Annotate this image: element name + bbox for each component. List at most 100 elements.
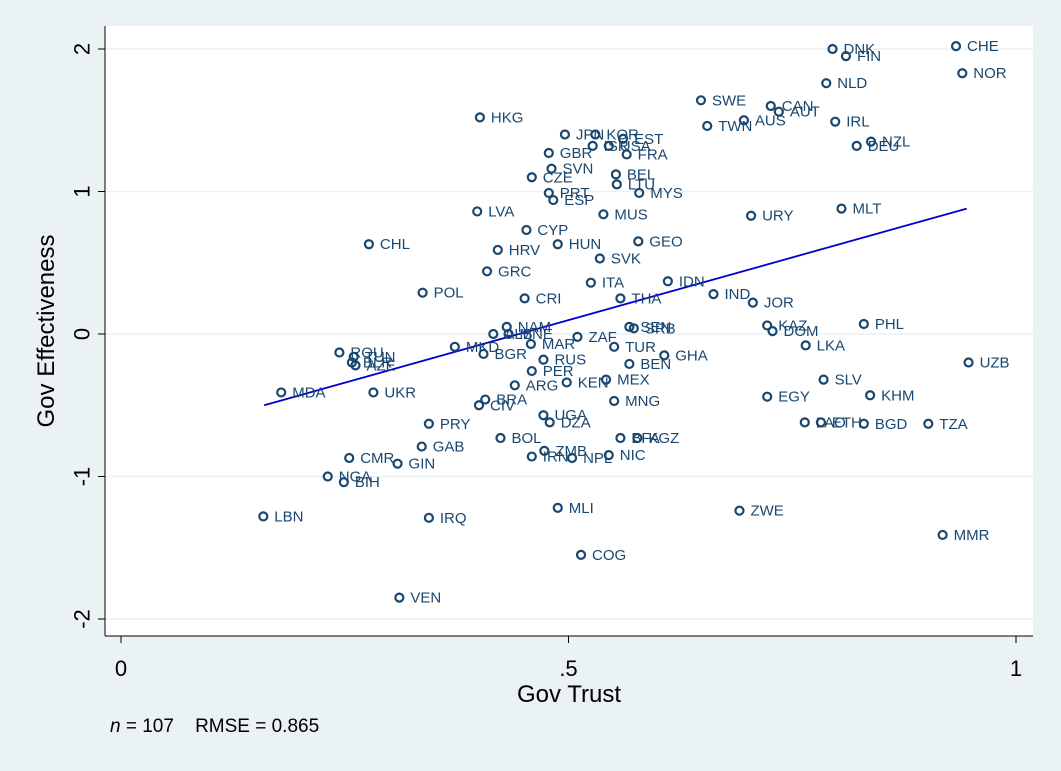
data-point-aus <box>738 115 750 126</box>
data-point-ven <box>394 592 405 603</box>
point-label-mli: MLI <box>569 500 594 517</box>
data-point-bgr <box>478 348 489 360</box>
data-point-ltu <box>611 179 622 190</box>
point-label-cog: COG <box>592 547 626 564</box>
footnote-n-value: = 107 <box>120 716 174 737</box>
data-point-cze <box>526 172 537 183</box>
point-label-est: EST <box>634 131 663 148</box>
data-point-bel <box>610 169 622 180</box>
y-axis-title: Gov Effectiveness <box>33 235 60 428</box>
data-point-irl <box>830 116 841 127</box>
point-label-lka: LKA <box>817 337 845 354</box>
point-label-alb: ALB <box>504 326 532 343</box>
point-label-egy: EGY <box>778 389 810 406</box>
point-label-twn: TWN <box>718 118 752 135</box>
point-label-geo: GEO <box>649 233 682 250</box>
y-tick-label: -1 <box>70 467 95 487</box>
data-point-alb <box>488 328 499 340</box>
data-point-gbr <box>543 147 554 159</box>
fit-line <box>263 207 968 407</box>
data-point-fra <box>621 149 632 160</box>
data-point-cri <box>519 293 530 304</box>
point-label-ury: URY <box>762 208 793 225</box>
data-point-bra <box>480 394 491 405</box>
data-point-npl <box>566 452 578 464</box>
point-label-gin: GIN <box>409 456 436 473</box>
data-point-aut <box>773 106 784 117</box>
data-point-tur <box>609 341 620 352</box>
x-axis-title: Gov Trust <box>517 681 621 708</box>
data-point-isr <box>587 140 598 151</box>
point-label-phl: PHL <box>875 316 904 333</box>
point-label-bra: BRA <box>496 392 527 409</box>
data-point-zmb <box>539 445 550 456</box>
data-point-prt <box>543 187 554 199</box>
point-label-uzb: UZB <box>980 355 1010 372</box>
point-label-srb: SRB <box>645 320 676 337</box>
point-label-irn: IRN <box>543 449 569 466</box>
data-point-srb <box>628 323 639 334</box>
point-label-prt: PRT <box>560 185 590 202</box>
point-label-mar: MAR <box>542 336 576 353</box>
data-point-mda <box>276 387 287 398</box>
point-label-fra: FRA <box>638 146 668 163</box>
y-tick-label: -2 <box>70 609 95 629</box>
point-label-jor: JOR <box>764 295 794 312</box>
data-point-twn <box>702 120 713 132</box>
data-point-grc <box>481 266 493 277</box>
point-label-nic: NIC <box>620 447 646 464</box>
point-label-aze: AZE <box>366 357 395 374</box>
point-label-dnk: DNK <box>844 41 876 58</box>
data-point-gin <box>392 458 403 469</box>
point-label-npl: NPL <box>583 450 612 467</box>
data-point-ind <box>708 289 719 300</box>
data-point-aze <box>350 360 361 371</box>
data-point-mmr <box>937 529 948 541</box>
data-point-gha <box>659 350 670 361</box>
plot-area <box>105 26 1033 636</box>
axes: -2 -1 0 1 2 0 .5 1 <box>70 26 1033 681</box>
point-label-zwe: ZWE <box>750 503 783 520</box>
point-label-hkg: HKG <box>491 109 524 126</box>
point-label-kaz: KAZ <box>778 317 807 334</box>
point-label-hrv: HRV <box>509 242 540 259</box>
data-point-mar <box>525 338 537 350</box>
point-label-uga: UGA <box>554 407 587 424</box>
point-label-deu: DEU <box>868 138 900 155</box>
data-point-lbn <box>258 511 269 522</box>
point-label-nor: NOR <box>973 65 1007 82</box>
point-label-bfa: BFA <box>631 430 659 447</box>
data-point-mli <box>552 502 563 513</box>
point-label-hun: HUN <box>569 236 602 253</box>
point-label-ind: IND <box>724 286 750 303</box>
point-label-cze: CZE <box>543 169 573 186</box>
data-point-uzb <box>963 357 974 368</box>
point-label-mne: MNE <box>520 326 553 343</box>
point-label-ken: KEN <box>578 374 609 391</box>
data-point-kaz <box>762 320 773 331</box>
point-label-mex: MEX <box>617 372 650 389</box>
point-label-ven: VEN <box>410 590 441 607</box>
point-label-khm: KHM <box>881 387 914 404</box>
data-point-che <box>950 41 962 52</box>
point-label-ben: BEN <box>640 356 671 373</box>
point-label-ita: ITA <box>602 275 624 292</box>
data-point-jpn <box>559 129 571 140</box>
data-point-cog <box>575 549 587 560</box>
point-label-slv: SLV <box>835 372 862 389</box>
data-point-svn <box>546 163 557 174</box>
point-label-cyp: CYP <box>537 222 568 239</box>
y-tick-label: 2 <box>70 43 95 55</box>
point-label-bgd: BGD <box>875 416 908 433</box>
data-point-zwe <box>734 505 745 516</box>
point-label-tur: TUR <box>625 339 656 356</box>
data-point-nic <box>603 450 614 461</box>
point-label-chl: CHL <box>380 236 410 253</box>
data-point-bol <box>495 432 506 444</box>
point-label-isr: ISR <box>604 138 629 155</box>
data-point-ita <box>585 277 596 288</box>
data-point-cyp <box>521 224 532 236</box>
point-label-mus: MUS <box>614 206 647 223</box>
